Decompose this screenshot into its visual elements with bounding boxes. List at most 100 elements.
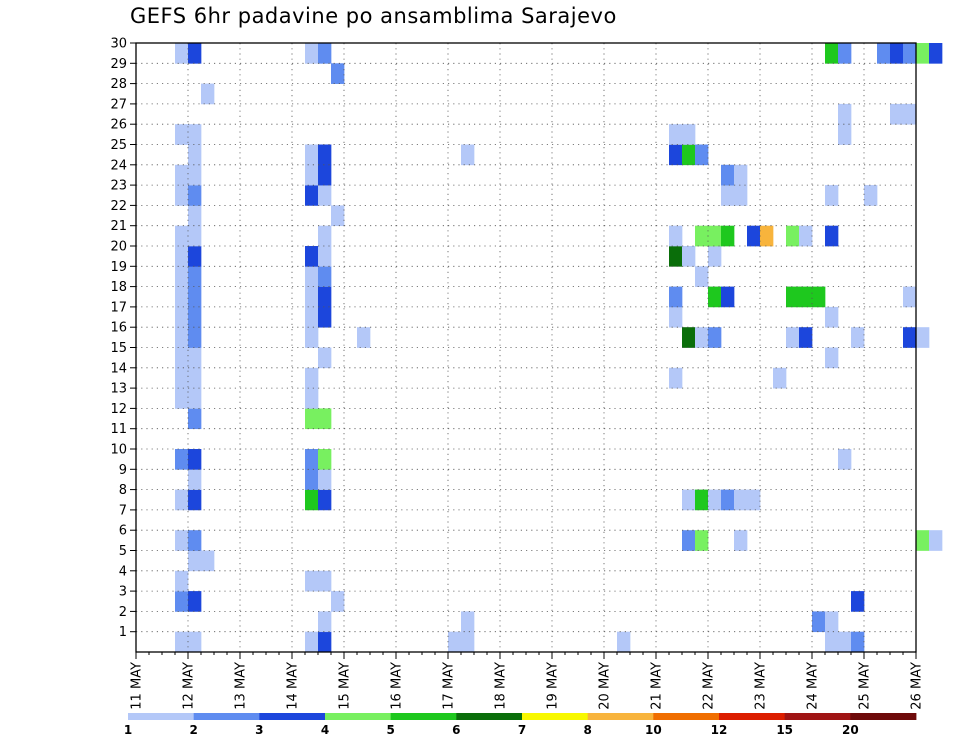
colorbar-label: 1 bbox=[124, 723, 132, 737]
precip-cell bbox=[825, 306, 839, 328]
precip-cell bbox=[812, 286, 826, 308]
chart-title: GEFS 6hr padavine po ansamblima Sarajevo bbox=[130, 4, 617, 28]
y-tick-label: 14 bbox=[110, 361, 127, 376]
y-tick-label: 11 bbox=[110, 422, 127, 437]
precip-cell bbox=[305, 327, 319, 348]
y-tick-label: 1 bbox=[119, 625, 127, 640]
precip-cell bbox=[175, 591, 189, 612]
precip-cell bbox=[682, 144, 696, 166]
colorbar-label: 7 bbox=[518, 723, 526, 737]
precip-cell bbox=[188, 327, 202, 348]
precip-cell bbox=[929, 43, 943, 64]
precip-cell bbox=[175, 246, 189, 267]
colorbar-segment bbox=[193, 713, 260, 720]
precip-cell bbox=[721, 185, 735, 206]
precip-cell bbox=[175, 327, 189, 348]
x-tick-label: 24 MAY bbox=[806, 662, 821, 710]
precip-cell bbox=[916, 327, 930, 348]
x-tick-label: 17 MAY bbox=[442, 662, 457, 710]
precip-cell bbox=[734, 489, 748, 511]
precip-cell bbox=[903, 43, 917, 64]
precip-cell bbox=[188, 550, 202, 572]
precip-cell bbox=[825, 185, 839, 206]
precip-cell bbox=[812, 611, 826, 633]
x-tick-label: 23 MAY bbox=[754, 662, 769, 710]
y-tick-label: 4 bbox=[119, 564, 127, 579]
precip-cell bbox=[175, 449, 189, 470]
precip-cell bbox=[903, 327, 917, 348]
precip-cell bbox=[669, 225, 683, 247]
precip-cell bbox=[461, 144, 475, 166]
precip-cell bbox=[305, 306, 319, 328]
precip-cell bbox=[825, 43, 839, 64]
precip-cell bbox=[188, 286, 202, 308]
precip-cell bbox=[175, 306, 189, 328]
precip-cell bbox=[331, 63, 345, 84]
y-tick-label: 2 bbox=[119, 605, 127, 620]
precip-cell bbox=[461, 611, 475, 633]
y-tick-label: 17 bbox=[110, 300, 127, 315]
precip-cell bbox=[669, 124, 683, 145]
precip-cell bbox=[175, 225, 189, 247]
precip-cell bbox=[916, 530, 930, 551]
precip-cell bbox=[929, 530, 943, 551]
x-tick-label: 16 MAY bbox=[390, 662, 405, 710]
precip-cell bbox=[305, 266, 319, 287]
y-tick-label: 9 bbox=[119, 463, 127, 478]
precip-cell bbox=[305, 469, 319, 490]
x-tick-label: 13 MAY bbox=[234, 662, 249, 710]
colorbar-segment bbox=[784, 713, 851, 720]
precip-cell bbox=[188, 591, 202, 612]
precip-cell bbox=[175, 266, 189, 287]
x-tick-label: 14 MAY bbox=[286, 662, 301, 710]
precip-cell bbox=[734, 530, 748, 551]
y-tick-label: 24 bbox=[110, 158, 127, 173]
colorbar-segment bbox=[128, 713, 195, 720]
precip-cell bbox=[188, 449, 202, 470]
precip-cell bbox=[708, 246, 722, 267]
precip-cell bbox=[357, 327, 371, 348]
precip-cell bbox=[747, 225, 761, 247]
precip-cell bbox=[305, 164, 319, 186]
precip-cell bbox=[305, 367, 319, 389]
precip-cell bbox=[318, 570, 332, 592]
axes-layer: 1234567891011121314151617181920212223242… bbox=[110, 37, 924, 710]
precip-cell bbox=[305, 570, 319, 592]
precip-cell bbox=[305, 449, 319, 470]
precip-cell bbox=[682, 489, 696, 511]
precip-cell bbox=[318, 185, 332, 206]
x-tick-label: 19 MAY bbox=[546, 662, 561, 710]
y-tick-label: 19 bbox=[110, 260, 127, 275]
x-tick-label: 21 MAY bbox=[650, 662, 665, 710]
precip-cell bbox=[305, 185, 319, 206]
colorbar-label: 4 bbox=[321, 723, 329, 737]
x-tick-label: 18 MAY bbox=[494, 662, 509, 710]
precip-cell bbox=[188, 246, 202, 267]
colorbar-label: 6 bbox=[452, 723, 460, 737]
y-tick-label: 25 bbox=[110, 138, 127, 153]
precip-cell bbox=[318, 225, 332, 247]
precip-cell bbox=[786, 225, 800, 247]
precip-cell bbox=[318, 164, 332, 186]
x-tick-label: 22 MAY bbox=[702, 662, 717, 710]
precip-cell bbox=[851, 591, 865, 612]
precip-cell bbox=[188, 225, 202, 247]
precip-cell bbox=[188, 388, 202, 409]
x-tick-label: 25 MAY bbox=[858, 662, 873, 710]
y-tick-label: 13 bbox=[110, 382, 127, 397]
precip-cell bbox=[175, 286, 189, 308]
precip-cell bbox=[175, 367, 189, 389]
precip-cell bbox=[318, 408, 332, 430]
precip-cell bbox=[708, 489, 722, 511]
precip-cell bbox=[188, 489, 202, 511]
precip-cell bbox=[695, 489, 709, 511]
precip-cell bbox=[318, 144, 332, 166]
cells-layer bbox=[175, 43, 943, 653]
precip-cell bbox=[799, 286, 813, 308]
precip-cell bbox=[305, 246, 319, 267]
precip-cell bbox=[669, 144, 683, 166]
colorbar-label: 15 bbox=[776, 723, 793, 737]
y-tick-label: 28 bbox=[110, 77, 127, 92]
colorbar-segment bbox=[325, 713, 392, 720]
colorbar-segment bbox=[850, 713, 917, 720]
